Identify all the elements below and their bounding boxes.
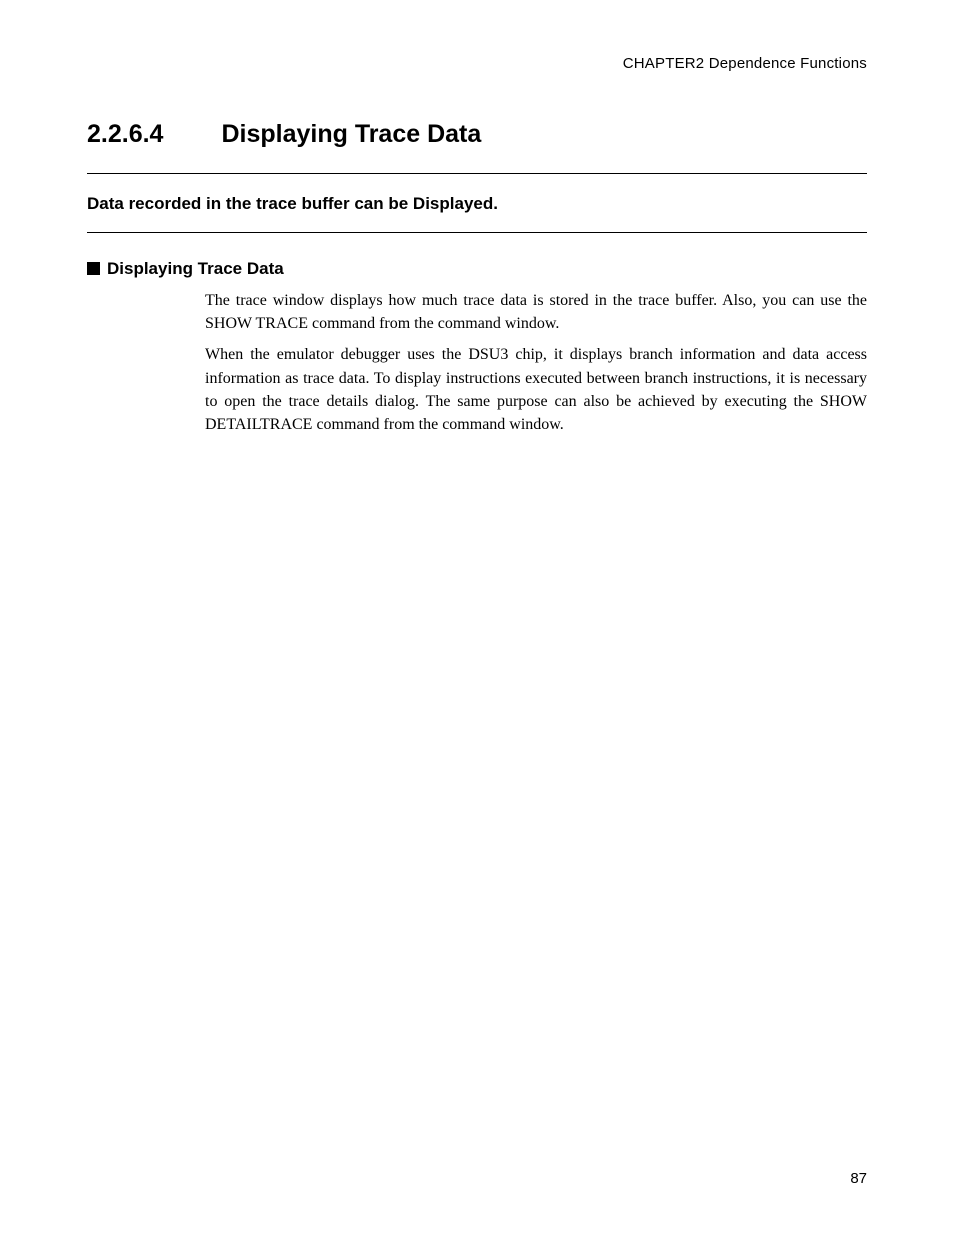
body-text-block: The trace window displays how much trace… — [205, 289, 867, 436]
page-number: 87 — [850, 1170, 867, 1187]
body-paragraph-1: The trace window displays how much trace… — [205, 289, 867, 335]
section-title: Displaying Trace Data — [221, 120, 481, 148]
section-number: 2.2.6.4 — [87, 120, 163, 149]
square-bullet-icon — [87, 262, 100, 275]
section-heading: 2.2.6.4 Displaying Trace Data — [87, 120, 867, 149]
subsection-title: Displaying Trace Data — [107, 259, 284, 278]
subsection-heading: Displaying Trace Data — [87, 259, 867, 279]
page-container: CHAPTER2 Dependence Functions 2.2.6.4 Dis… — [0, 0, 954, 1235]
chapter-header-text: CHAPTER2 Dependence Functions — [623, 55, 867, 72]
chapter-header: CHAPTER2 Dependence Functions — [87, 55, 867, 72]
divider-bottom — [87, 232, 867, 233]
divider-top — [87, 173, 867, 174]
intro-text: Data recorded in the trace buffer can be… — [87, 194, 867, 214]
body-paragraph-2: When the emulator debugger uses the DSU3… — [205, 343, 867, 436]
